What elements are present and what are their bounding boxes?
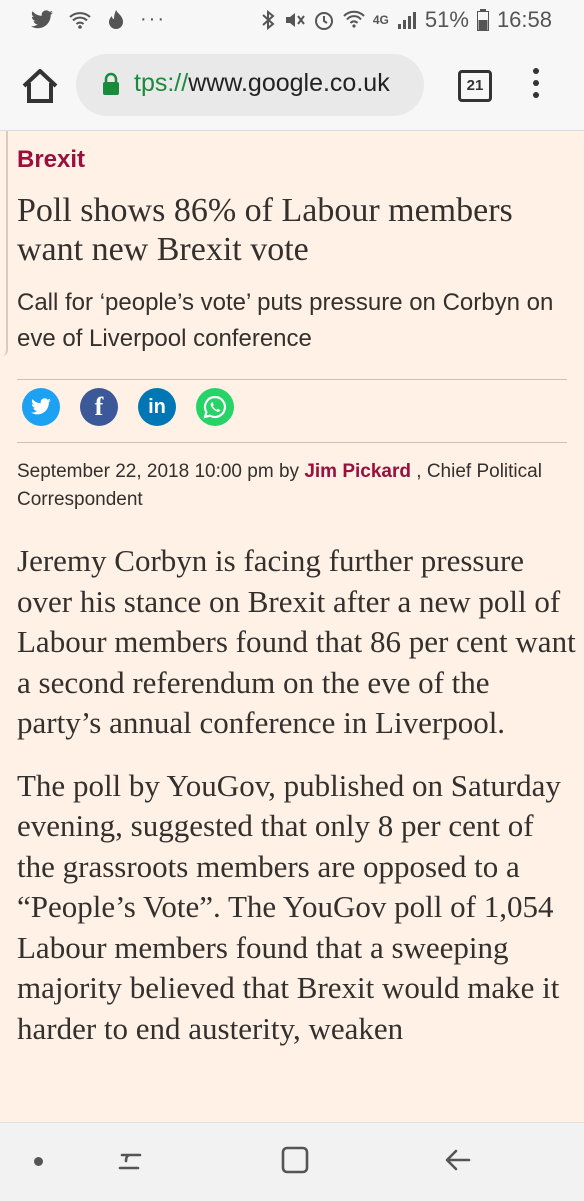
back-button[interactable] xyxy=(443,1145,473,1175)
linkedin-share-button[interactable]: in xyxy=(138,388,176,426)
menu-dot xyxy=(533,68,539,74)
assistant-dot-button[interactable] xyxy=(34,1157,43,1166)
mute-icon xyxy=(285,13,305,27)
nav-home-button[interactable] xyxy=(280,1145,310,1175)
home-icon xyxy=(22,69,58,103)
divider xyxy=(17,442,567,443)
alarm-icon xyxy=(314,12,333,30)
tab-switcher-button[interactable]: 21 xyxy=(458,70,492,102)
fire-app-icon xyxy=(109,9,123,29)
browser-toolbar: tps://www.google.co.uk 21 xyxy=(0,42,584,131)
overflow-menu-button[interactable] xyxy=(528,68,544,104)
menu-dot xyxy=(533,92,539,98)
linkedin-icon: in xyxy=(148,395,166,418)
headline: Poll shows 86% of Labour members want ne… xyxy=(17,192,513,268)
home-button[interactable] xyxy=(18,64,62,108)
lock-icon xyxy=(103,72,119,95)
author-link[interactable]: Jim Pickard xyxy=(304,461,411,482)
paragraph: Jeremy Corbyn is facing further pressure… xyxy=(17,543,576,740)
facebook-icon: f xyxy=(94,392,104,421)
bluetooth-icon xyxy=(262,9,275,31)
section-link[interactable]: Brexit xyxy=(17,146,86,173)
scroll-edge xyxy=(0,131,8,356)
share-bar: f in xyxy=(22,388,234,426)
divider xyxy=(17,379,567,380)
whatsapp-icon xyxy=(203,395,227,419)
clock: 16:58 xyxy=(496,7,552,32)
twitter-icon xyxy=(31,398,51,415)
battery-icon xyxy=(476,9,489,31)
network-type: 4G xyxy=(372,13,389,27)
more-notifications-icon: ··· xyxy=(140,8,166,30)
url-text: tps://www.google.co.uk xyxy=(134,69,390,98)
whatsapp-share-button[interactable] xyxy=(196,388,234,426)
wifi-notification-icon xyxy=(69,11,91,29)
byline: September 22, 2018 10:00 pm by Jim Picka… xyxy=(17,458,557,514)
twitter-share-button[interactable] xyxy=(22,388,60,426)
paragraph: The poll by YouGov, published on Saturda… xyxy=(17,767,561,1046)
facebook-share-button[interactable]: f xyxy=(80,388,118,426)
url-scheme: tps:// xyxy=(134,69,189,97)
menu-dot xyxy=(533,80,539,86)
twitter-notification-icon xyxy=(31,9,53,28)
wifi-signal-icon xyxy=(343,10,365,28)
cell-signal-icon xyxy=(397,12,416,29)
navigation-bar xyxy=(0,1122,584,1201)
status-bar: ··· 4G 51% 16:58 xyxy=(0,0,584,42)
standfirst: Call for ‘people’s vote’ puts pressure o… xyxy=(17,289,554,352)
article-body: Jeremy Corbyn is facing further pressure… xyxy=(17,541,577,1071)
address-bar[interactable]: tps://www.google.co.uk xyxy=(76,54,424,116)
recent-apps-button[interactable] xyxy=(112,1143,148,1179)
author-role: , Chief Political Correspondent xyxy=(17,461,542,510)
publish-date: September 22, 2018 10:00 pm by xyxy=(17,461,300,482)
url-host: www.google.co.uk xyxy=(188,69,390,97)
battery-percent: 51% xyxy=(424,7,469,32)
